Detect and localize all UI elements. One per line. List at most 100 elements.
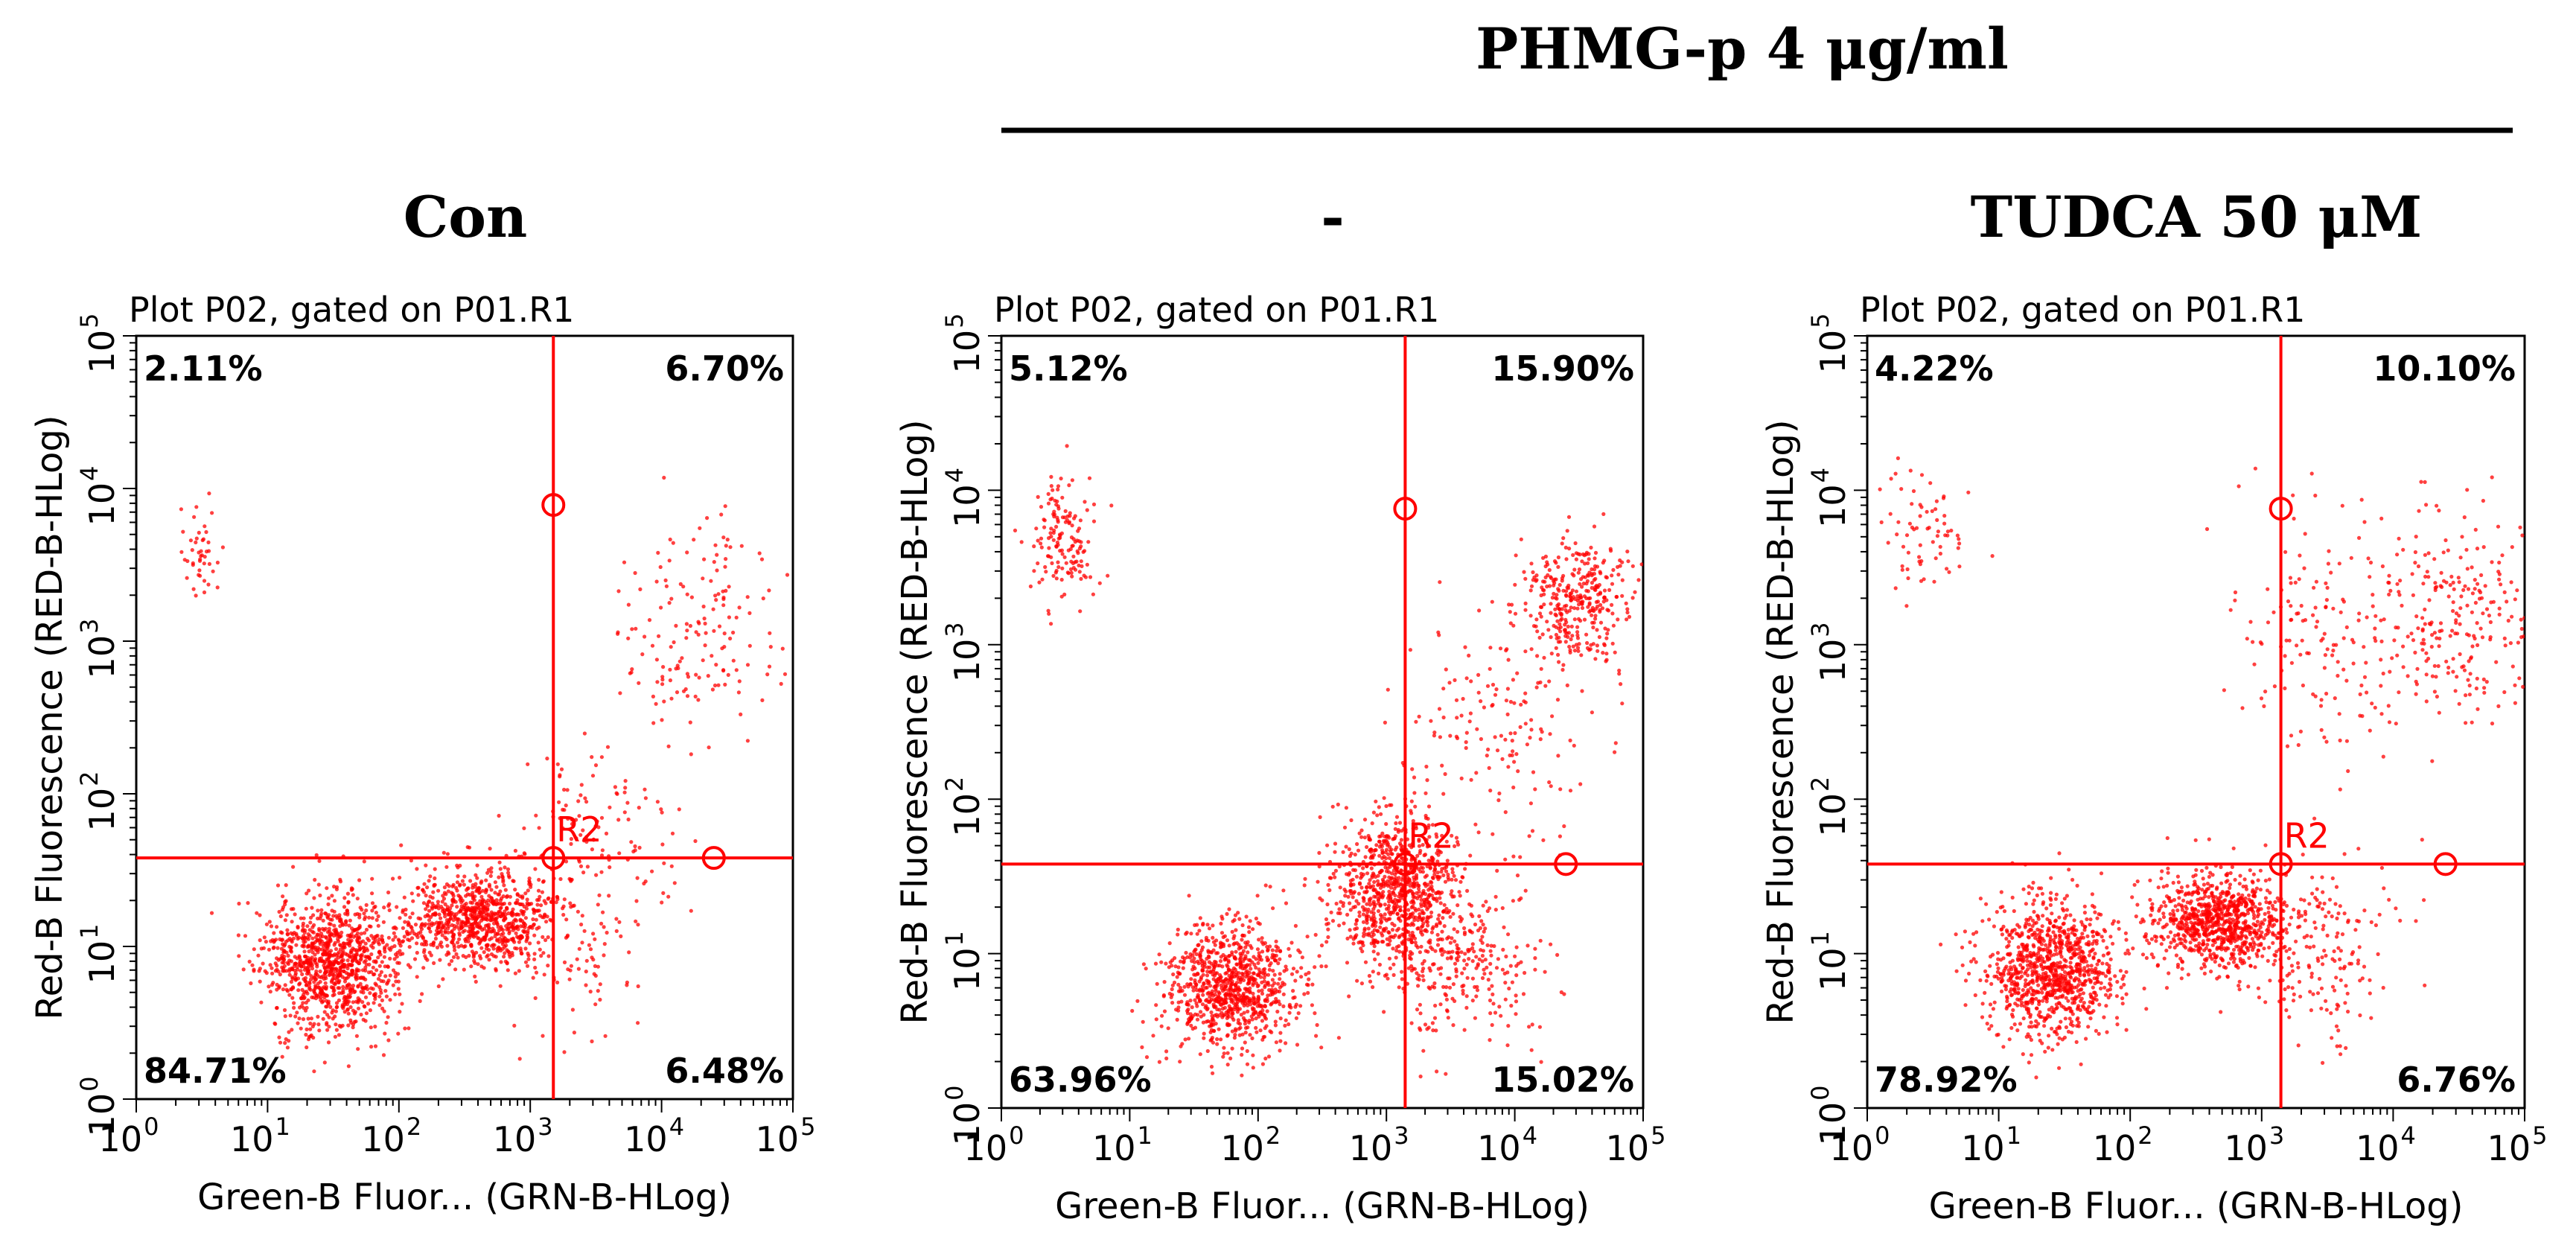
event-dot <box>424 894 428 898</box>
event-dot <box>1383 903 1387 907</box>
event-dot <box>1503 997 1508 1002</box>
event-dot <box>1187 894 1191 898</box>
event-dot <box>297 935 302 940</box>
event-dot <box>584 800 589 804</box>
event-dot <box>215 560 220 565</box>
event-dot <box>672 881 677 885</box>
event-dot <box>1324 917 1329 922</box>
event-dot <box>727 615 732 620</box>
event-dot <box>1464 994 1469 999</box>
event-dot <box>1080 564 1084 569</box>
event-dot <box>374 968 379 973</box>
event-dot <box>1317 850 1322 855</box>
event-dot <box>441 897 447 901</box>
event-dot <box>415 935 420 940</box>
event-dot <box>1574 557 1578 561</box>
event-dot <box>1036 494 1040 500</box>
event-dot <box>1223 996 1228 1000</box>
event-dot <box>393 970 398 975</box>
event-dot <box>341 945 345 949</box>
event-dot <box>369 952 374 957</box>
event-dot <box>1053 570 1058 575</box>
event-dot <box>1356 848 1361 853</box>
event-dot <box>1097 581 1102 585</box>
event-dot <box>322 976 326 981</box>
event-dot <box>1077 570 1082 574</box>
event-dot <box>1569 624 1574 629</box>
event-dot <box>315 938 319 943</box>
event-dot <box>674 666 678 671</box>
event-dot <box>1230 1015 1234 1020</box>
event-dot <box>1345 961 1350 965</box>
event-dot <box>1523 608 1528 612</box>
event-dot <box>1431 876 1435 880</box>
event-dot <box>1155 981 1159 986</box>
event-dot <box>1263 883 1268 888</box>
event-dot <box>1351 895 1355 900</box>
event-dot <box>1457 890 1461 894</box>
event-dot <box>1248 990 1252 995</box>
event-dot <box>660 675 665 679</box>
event-dot <box>287 993 292 997</box>
event-dot <box>456 920 460 926</box>
event-dot <box>1561 663 1566 667</box>
event-dot <box>1106 573 1110 578</box>
event-dot <box>747 643 752 648</box>
event-dot <box>1059 577 1064 582</box>
event-dot <box>330 1010 334 1015</box>
event-dot <box>1213 943 1217 947</box>
event-dot <box>1305 935 1310 939</box>
event-dot <box>1338 911 1342 916</box>
event-dot <box>1232 941 1237 946</box>
event-dot <box>1270 984 1275 988</box>
event-dot <box>1381 928 1386 932</box>
event-dot <box>1252 955 1256 959</box>
event-dot <box>1620 578 1625 582</box>
event-dot <box>308 1021 313 1026</box>
event-dot <box>255 911 259 915</box>
event-dot <box>515 893 520 897</box>
event-dot <box>1577 602 1581 607</box>
event-dot <box>521 912 526 917</box>
event-dot <box>1365 844 1369 850</box>
event-dot <box>418 999 422 1003</box>
event-dot <box>674 623 678 628</box>
event-dot <box>302 949 307 954</box>
event-dot <box>501 894 506 899</box>
event-dot <box>361 1017 366 1022</box>
event-dot <box>1391 973 1396 977</box>
event-dot <box>1382 796 1386 800</box>
event-dot <box>1189 977 1193 981</box>
event-dot <box>1431 896 1435 900</box>
event-dot <box>1223 957 1228 961</box>
event-dot <box>696 632 701 637</box>
gate-handle-icon <box>701 846 726 870</box>
event-dot <box>1187 1037 1191 1041</box>
event-dot <box>1049 474 1053 480</box>
event-dot <box>1246 925 1252 929</box>
event-dot <box>1185 1002 1189 1007</box>
event-dot <box>1604 652 1609 656</box>
event-dot <box>1317 865 1322 869</box>
event-dot <box>415 867 419 871</box>
event-dot <box>525 897 529 902</box>
event-dot <box>1243 1025 1249 1031</box>
event-dot <box>1371 938 1376 943</box>
event-dot <box>684 622 689 626</box>
event-dot <box>1503 981 1508 985</box>
event-dot <box>1281 1004 1286 1008</box>
event-dot <box>318 916 322 920</box>
event-dot <box>1421 974 1425 978</box>
event-dot <box>604 831 609 835</box>
event-dot <box>456 955 460 960</box>
event-dot <box>441 924 445 929</box>
event-dot <box>1388 935 1392 940</box>
event-dot <box>188 538 193 543</box>
event-dot <box>1371 923 1376 927</box>
event-dot <box>486 868 491 872</box>
event-dot <box>513 946 517 950</box>
event-dot <box>737 605 742 610</box>
event-dot <box>435 945 440 949</box>
event-dot <box>313 877 317 882</box>
